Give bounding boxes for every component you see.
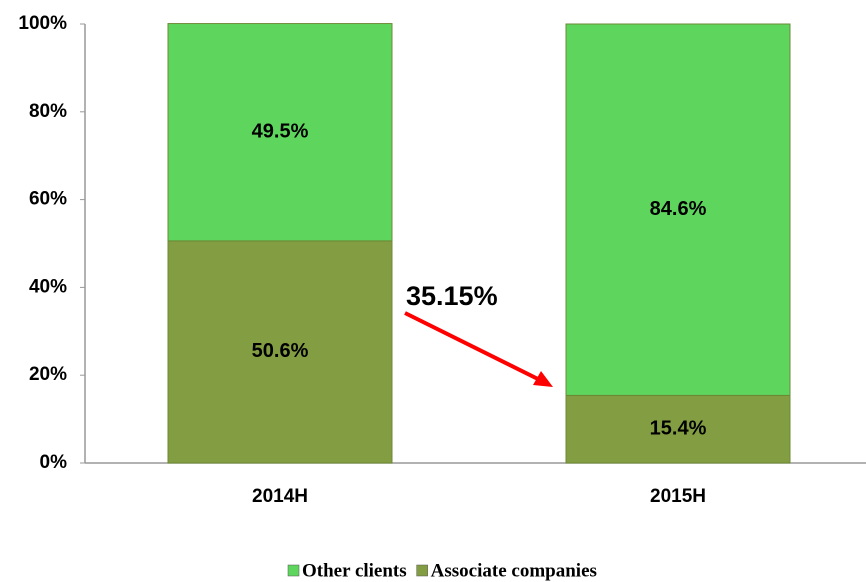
y-tick-label: 0% (40, 452, 68, 473)
legend-label: Other clients (302, 560, 407, 581)
legend-label: Associate companies (431, 560, 597, 581)
value-label: 84.6% (650, 198, 707, 220)
y-tick-label: 20% (29, 364, 67, 385)
value-label: 49.5% (252, 120, 309, 142)
value-label: 15.4% (650, 417, 707, 439)
bar-segment (565, 23, 791, 396)
arrow-head (533, 371, 553, 387)
x-tick-label: 2014H (252, 486, 308, 507)
arrow (404, 311, 543, 383)
legend-swatch (287, 564, 300, 577)
value-label: 50.6% (252, 340, 309, 362)
x-tick-label: 2015H (650, 486, 706, 507)
legend-swatch (416, 564, 428, 577)
y-tick-label: 100% (18, 13, 67, 34)
bar-segment (167, 23, 393, 242)
y-tick-label: 40% (29, 276, 67, 297)
bar-segment (167, 240, 393, 464)
annotation: 35.15% (406, 281, 498, 311)
bar-segment (565, 394, 791, 464)
y-tick-label: 80% (29, 101, 67, 122)
y-tick-label: 60% (29, 189, 67, 210)
